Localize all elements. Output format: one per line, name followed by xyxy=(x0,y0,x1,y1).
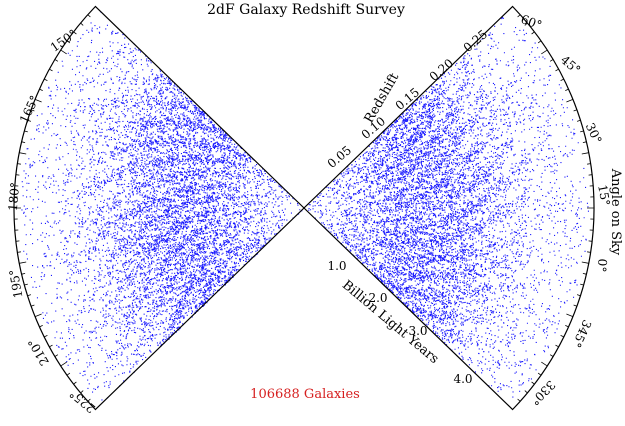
left-wedge-outline xyxy=(13,5,305,411)
left-wedge-galaxies xyxy=(21,11,303,401)
right-wedge xyxy=(303,5,595,411)
distance-tick-1: 2.0 xyxy=(368,291,387,305)
angle-tick-15: 15° xyxy=(595,184,612,207)
angle-tick-195: 195° xyxy=(7,268,26,299)
arc-tick-marks xyxy=(507,6,594,410)
right-wedge-tick-marks xyxy=(507,6,594,410)
distance-tick-labels: 1.0 2.0 3.0 4.0 xyxy=(327,259,472,386)
distance-tick-2: 3.0 xyxy=(408,324,427,338)
left-wedge-tick-marks xyxy=(14,6,101,410)
galaxy-count-label: 106688 Galaxies xyxy=(250,387,360,402)
left-wedge xyxy=(13,5,305,411)
angle-tick-0: 0° xyxy=(594,258,609,273)
distance-tick-0: 1.0 xyxy=(327,259,346,273)
galaxy-points xyxy=(21,11,303,401)
diagram-title: 2dF Galaxy Redshift Survey xyxy=(207,2,405,18)
arc-tick-marks xyxy=(14,6,101,410)
angle-tick-60: 60° xyxy=(519,12,544,32)
angle-axis-label: Angle on Sky xyxy=(608,168,623,256)
distance-tick-3: 4.0 xyxy=(453,372,472,386)
angle-tick-180: 180° xyxy=(6,182,22,212)
right-wedge-outline xyxy=(303,5,595,411)
